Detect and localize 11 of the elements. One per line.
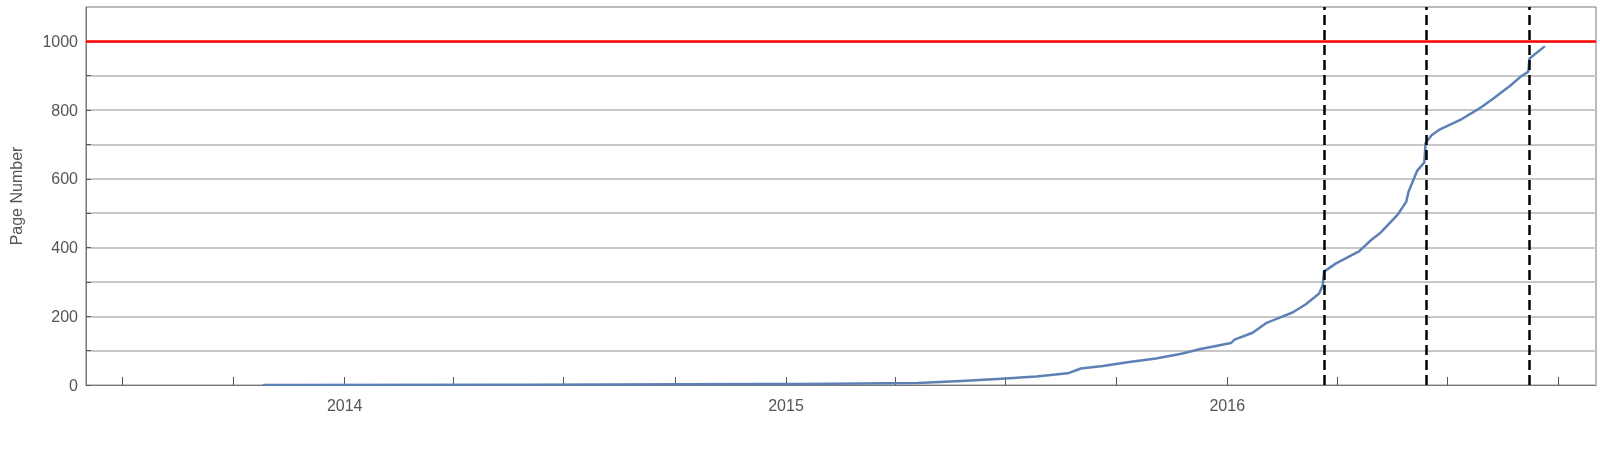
y-axis-title: Page Number [7, 145, 25, 246]
x-tick-label: 2014 [326, 396, 363, 414]
y-tick-label: 0 [69, 376, 79, 394]
x-tick-label: 2015 [768, 396, 804, 414]
y-tick-label: 400 [51, 239, 79, 257]
line-series [262, 45, 1546, 387]
y-tick-label: 1000 [42, 32, 79, 50]
y-tick-label: 600 [51, 170, 79, 188]
y-tick-label: 200 [51, 307, 79, 325]
x-tick-label: 2016 [1209, 396, 1246, 414]
y-tick-label: 800 [51, 101, 79, 119]
